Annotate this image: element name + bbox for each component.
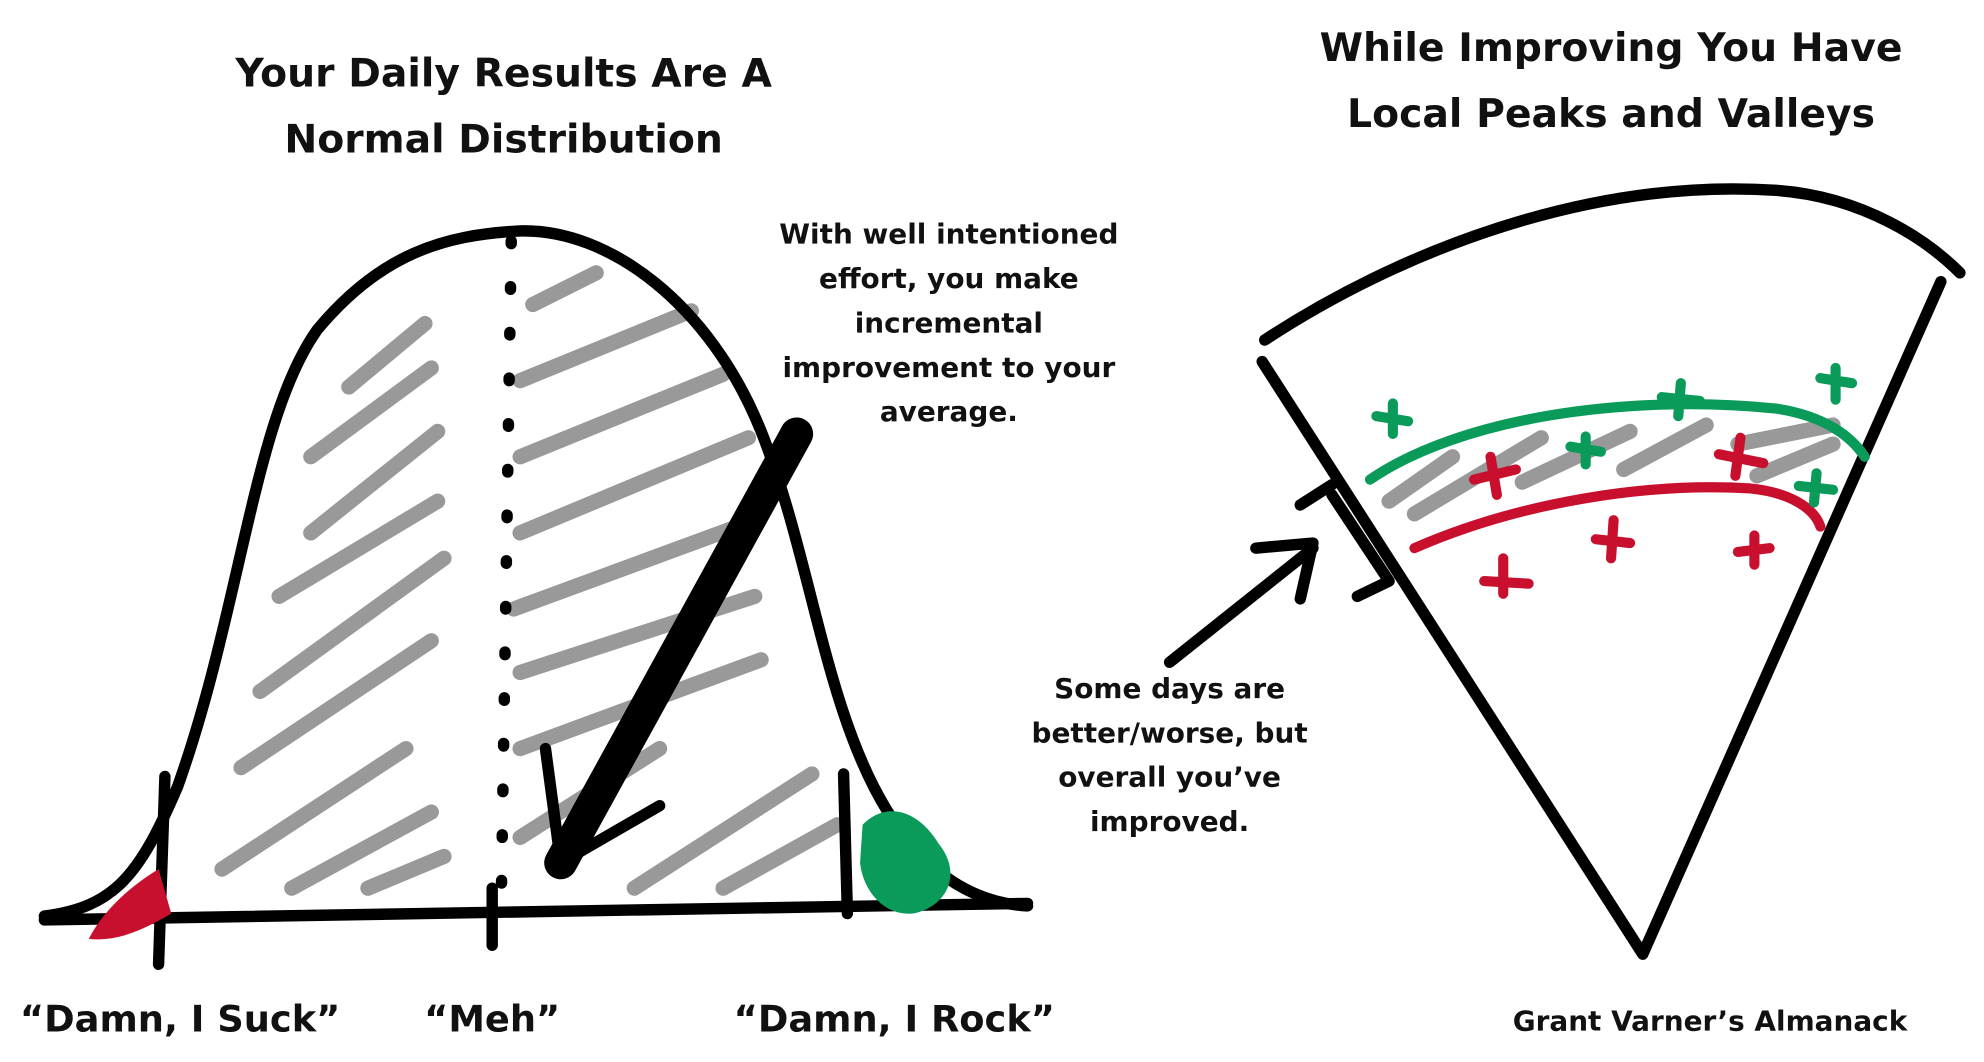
axis-label: “Meh” (424, 998, 560, 1041)
bell-curve (38, 225, 1034, 971)
green-marks (1371, 362, 1858, 508)
credit: Grant Varner’s Almanack (1513, 1004, 1909, 1037)
low-blob (88, 869, 172, 940)
arrow-head (539, 742, 666, 869)
left-annotation: With well intentioned effort, you make inc… (779, 218, 1118, 429)
arrow (544, 417, 814, 880)
red-marks (1468, 432, 1775, 599)
right-title: While Improving You Have Local Peaks and … (1320, 26, 1903, 137)
right-annotation: Some days are better/worse, but overall yo… (1032, 672, 1308, 838)
hatching (214, 265, 845, 896)
axis-label: “Damn, I Rock” (734, 998, 1055, 1041)
high-blob (860, 811, 951, 914)
cone (1163, 183, 1966, 960)
axis-label: “Damn, I Suck” (20, 998, 340, 1041)
left-title: Your Daily Results Are A Normal Distribut… (234, 51, 772, 162)
